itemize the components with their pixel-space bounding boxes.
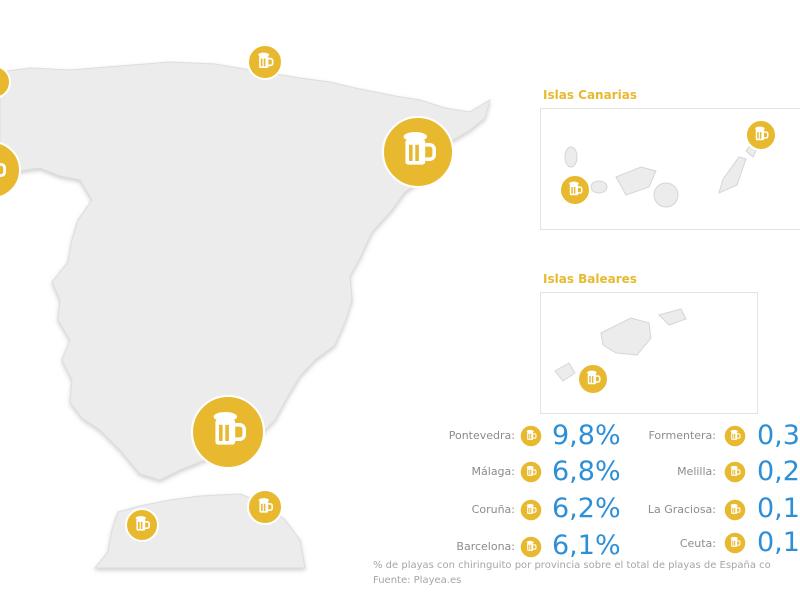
marker-malaga[interactable]: [191, 395, 265, 469]
legend-value-la-graciosa: 0,1: [757, 493, 800, 524]
legend-row-la-graciosa: La Graciosa:: [620, 496, 716, 526]
legend-right-icons: [723, 424, 747, 555]
legend-row-pontevedra: Pontevedra:: [400, 422, 515, 452]
marker-formentera[interactable]: [577, 363, 609, 395]
marker-ceuta[interactable]: [125, 508, 159, 542]
beer-mug-icon: [519, 498, 543, 522]
legend-row-barcelona: Barcelona:: [400, 533, 515, 563]
marker-north[interactable]: [247, 44, 283, 80]
legend-value-formentera: 0,3: [757, 420, 800, 451]
source: Fuente: Playea.es: [373, 575, 462, 586]
legend-value-malaga: 6,8%: [552, 456, 621, 487]
marker-pontevedra[interactable]: [0, 142, 21, 198]
beer-mug-icon: [723, 424, 747, 448]
caption: % de playas con chiringuito por provinci…: [373, 560, 771, 571]
legend-label: La Graciosa:: [647, 503, 716, 516]
marker-melilla[interactable]: [247, 489, 283, 525]
mainland-spain: [0, 61, 491, 481]
legend-value-pontevedra: 9,8%: [552, 420, 621, 451]
legend-label: Málaga:: [471, 465, 515, 478]
legend-label: Barcelona:: [456, 540, 515, 553]
legend-row-coruna: Coruña:: [400, 496, 515, 526]
beer-mug-icon: [519, 424, 543, 448]
legend-left-icons: [519, 424, 543, 559]
baleares-title: Islas Baleares: [543, 272, 637, 286]
beer-mug-icon: [723, 531, 747, 555]
marker-la-graciosa[interactable]: [745, 119, 777, 151]
baleares-inset: [540, 292, 758, 414]
legend-label: Formentera:: [648, 429, 717, 442]
legend-value-barcelona: 6,1%: [552, 530, 621, 561]
legend-label: Coruña:: [471, 503, 515, 516]
beer-mug-icon: [519, 535, 543, 559]
canarias-map: [559, 119, 777, 208]
legend-label: Pontevedra:: [448, 429, 515, 442]
beer-mug-icon: [519, 460, 543, 484]
legend-value-coruna: 6,2%: [552, 493, 621, 524]
marker-left-top[interactable]: [0, 66, 11, 98]
legend-row-ceuta: Ceuta:: [620, 530, 716, 560]
beer-mug-icon: [723, 460, 747, 484]
legend-row-formentera: Formentera:: [620, 422, 717, 452]
legend-value-ceuta: 0,1: [757, 527, 800, 558]
legend-row-malaga: Málaga:: [400, 458, 515, 488]
legend-label: Ceuta:: [679, 537, 716, 550]
legend-row-melilla: Melilla:: [620, 458, 716, 488]
beer-mug-icon: [723, 498, 747, 522]
legend-value-melilla: 0,2: [757, 456, 800, 487]
baleares-map: [554, 308, 687, 395]
legend-label: Melilla:: [677, 465, 716, 478]
canarias-title: Islas Canarias: [543, 88, 637, 102]
canarias-inset: [540, 108, 800, 230]
marker-barcelona[interactable]: [382, 116, 454, 188]
marker-canarias-west[interactable]: [559, 174, 591, 206]
